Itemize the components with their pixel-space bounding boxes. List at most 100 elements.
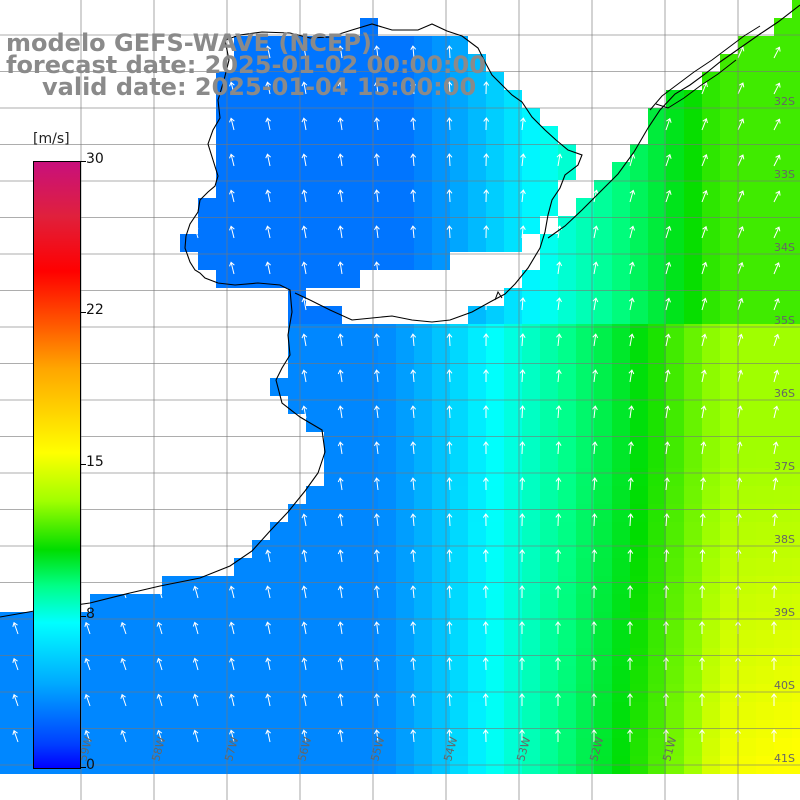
wind-cell [324, 432, 342, 450]
coastline [0, 23, 583, 618]
wind-cell [702, 684, 720, 702]
wind-cell [234, 162, 252, 180]
wind-arrow [410, 369, 417, 383]
wind-arrow [483, 441, 489, 455]
wind-arrow [520, 225, 526, 239]
wind-cell [666, 126, 684, 144]
wind-cell [612, 450, 630, 468]
wind-arrow [483, 153, 490, 167]
wind-cell [234, 630, 252, 648]
wind-cell [432, 576, 450, 594]
wind-cell [504, 306, 522, 324]
wind-cell [234, 90, 252, 108]
wind-cell [252, 666, 270, 684]
wind-cell [558, 162, 576, 180]
wind-cell [558, 486, 576, 504]
wind-cell [540, 558, 558, 576]
wind-arrow [265, 81, 271, 95]
wind-cell [432, 432, 450, 450]
wind-arrow [773, 405, 779, 419]
wind-cell [270, 738, 288, 756]
wind-cell [486, 630, 504, 648]
wind-arrow [410, 117, 417, 131]
wind-cell [558, 504, 576, 522]
wind-cell [684, 342, 702, 360]
wind-cell [522, 288, 540, 306]
wind-cell [90, 648, 108, 666]
wind-cell [432, 360, 450, 378]
wind-arrow [265, 585, 271, 599]
wind-cell [792, 450, 800, 468]
wind-cell [666, 468, 684, 486]
wind-arrow [337, 81, 344, 95]
wind-cell [576, 306, 594, 324]
wind-cell [306, 306, 324, 324]
wind-cell [684, 144, 702, 162]
wind-cell [522, 738, 540, 756]
wind-cell [684, 450, 702, 468]
wind-cell [540, 306, 558, 324]
wind-cell [486, 324, 504, 342]
wind-cell [684, 414, 702, 432]
wind-cell [396, 666, 414, 684]
wind-cell [792, 612, 800, 630]
wind-cell [216, 702, 234, 720]
wind-cell [216, 180, 234, 198]
wind-cell [432, 234, 450, 252]
wind-cell [288, 342, 306, 360]
wind-cell [774, 522, 792, 540]
wind-cell [324, 252, 342, 270]
wind-cell [414, 324, 432, 342]
wind-arrow [337, 729, 344, 743]
wind-cell [630, 666, 648, 684]
wind-cell [558, 450, 576, 468]
wind-cell [216, 594, 234, 612]
wind-cell [648, 684, 666, 702]
wind-cell [306, 36, 324, 54]
wind-cell [522, 576, 540, 594]
wind-cell [612, 180, 630, 198]
wind-cell [342, 72, 360, 90]
wind-cell [774, 666, 792, 684]
wind-cell [324, 270, 342, 288]
wind-cell [558, 414, 576, 432]
wind-cell [450, 504, 468, 522]
wind-cell [630, 648, 648, 666]
wind-cell [234, 72, 252, 90]
wind-cell [324, 468, 342, 486]
wind-cell [468, 468, 486, 486]
colorbar-tick-mark [80, 464, 86, 465]
latitude-label: 32S [774, 95, 795, 108]
wind-cell [720, 684, 738, 702]
wind-cell [468, 486, 486, 504]
wind-cell [234, 54, 252, 72]
wind-cell [0, 702, 18, 720]
wind-arrow [519, 693, 525, 706]
wind-cell [144, 594, 162, 612]
wind-cell [234, 576, 252, 594]
wind-cell [612, 396, 630, 414]
wind-arrow [410, 657, 417, 671]
wind-cell [414, 378, 432, 396]
wind-arrow [519, 621, 525, 634]
wind-cell [342, 486, 360, 504]
wind-cell [378, 72, 396, 90]
colorbar-tick-mark [80, 161, 86, 162]
wind-cell [720, 558, 738, 576]
wind-cell [324, 720, 342, 738]
wind-arrow [556, 333, 562, 347]
wind-cell [630, 414, 648, 432]
wind-cell [738, 576, 756, 594]
wind-cell [720, 324, 738, 342]
wind-arrow [627, 693, 633, 706]
wind-cell [774, 738, 792, 756]
wind-cell [576, 630, 594, 648]
wind-cell [648, 414, 666, 432]
wind-cell [396, 234, 414, 252]
wind-cell [594, 396, 612, 414]
wind-cell [378, 630, 396, 648]
wind-cell [504, 540, 522, 558]
wind-cell [540, 630, 558, 648]
wind-cell [360, 126, 378, 144]
wind-cell [774, 180, 792, 198]
